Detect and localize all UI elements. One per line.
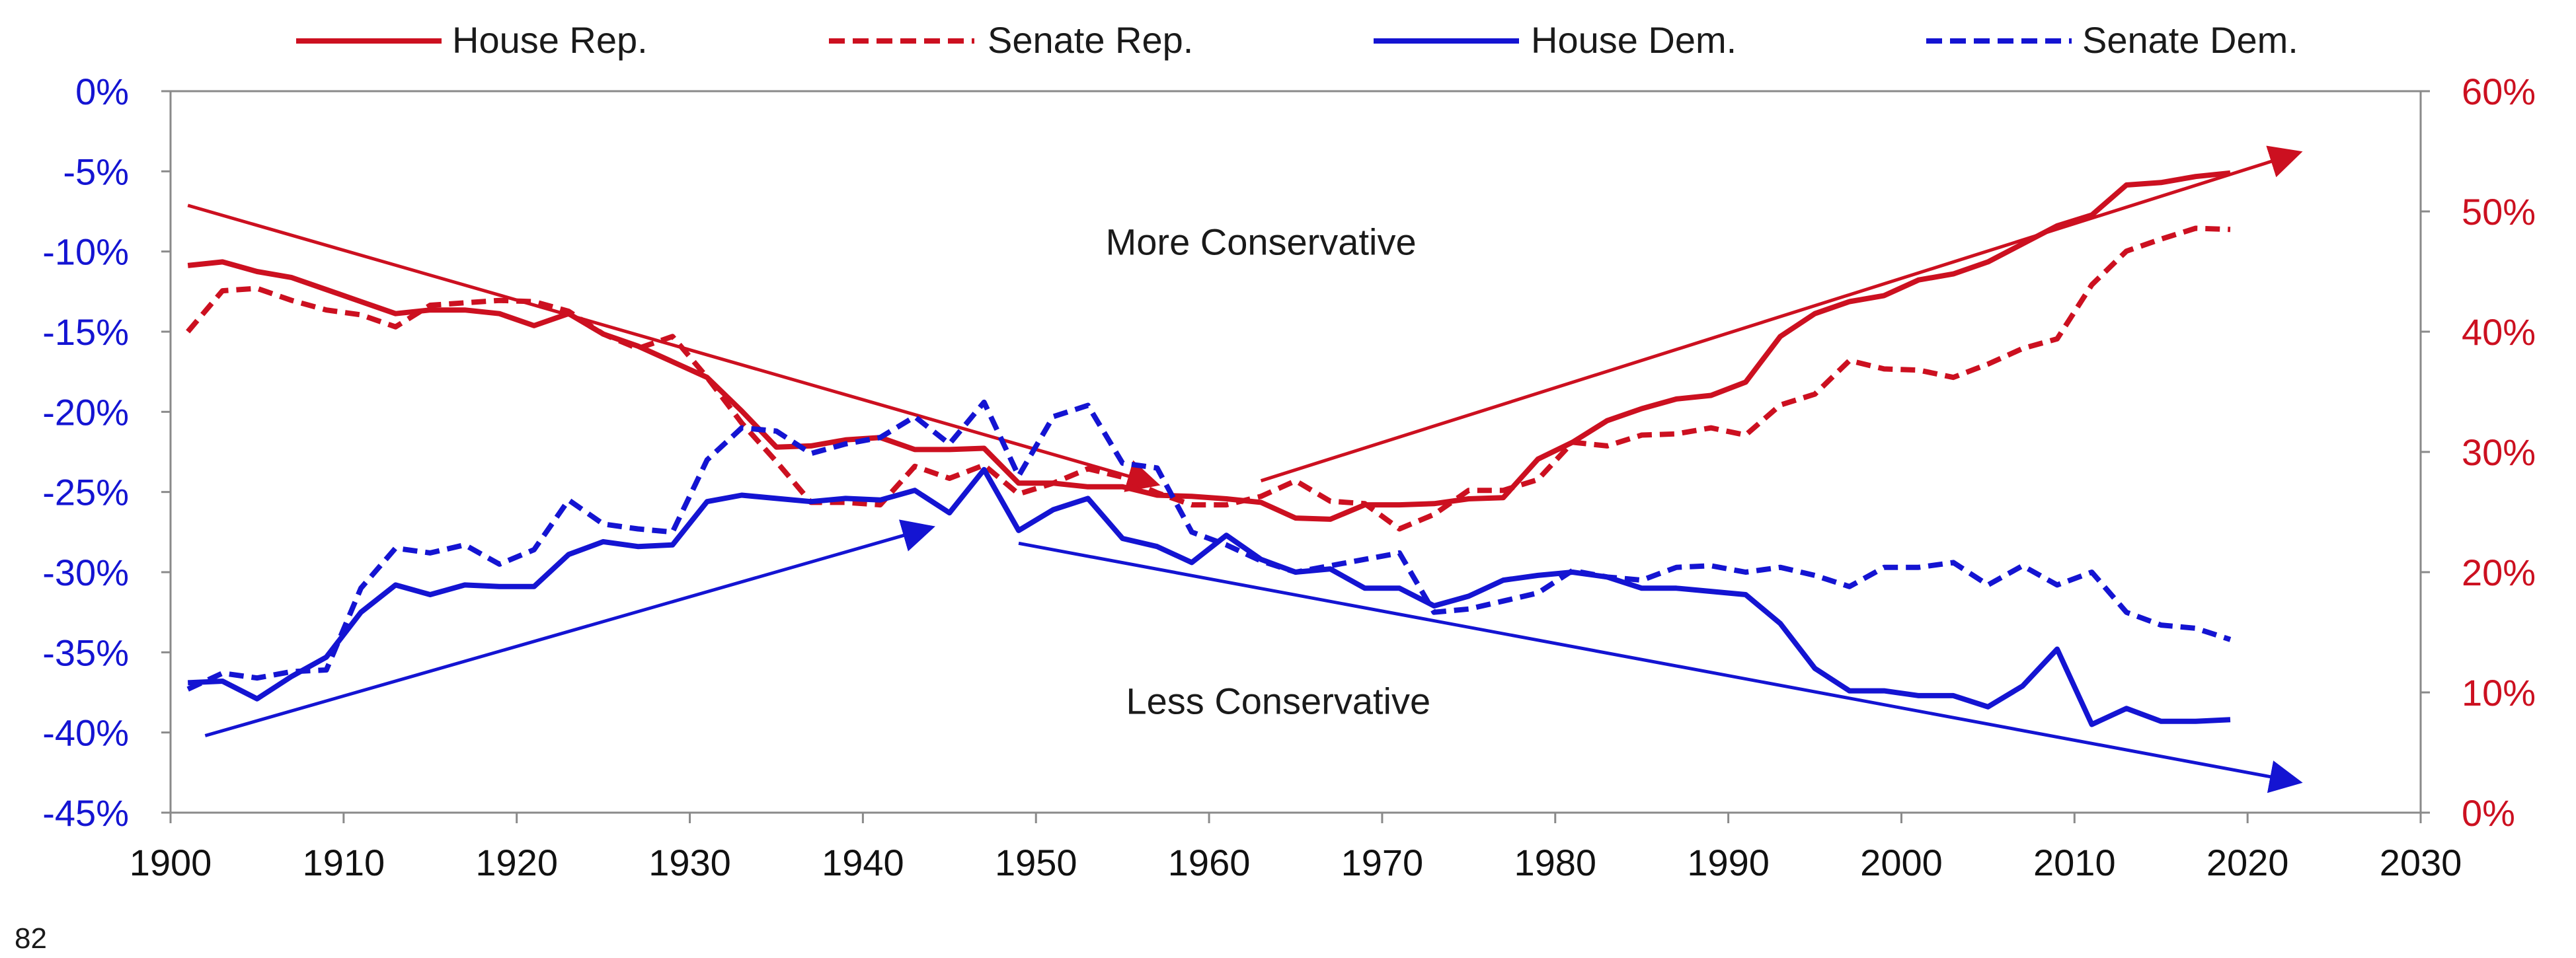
series-line-house-dem — [188, 466, 2231, 727]
right-tick-label: 30% — [2462, 431, 2536, 473]
left-tick-label: -25% — [42, 472, 129, 513]
x-tick-label: 1920 — [475, 842, 558, 883]
legend-label-house-dem: House Dem. — [1531, 19, 1737, 61]
trend-arrow-2 — [1260, 145, 2303, 483]
annotation-more-conservative: More Conservative — [1106, 221, 1417, 263]
series-line-senate-dem — [186, 399, 2232, 692]
right-tick-label: 60% — [2462, 71, 2536, 112]
legend: House Rep. Senate Rep. House Dem. Senate… — [296, 19, 2298, 61]
legend-entry-house-dem: House Dem. — [1374, 19, 1737, 61]
right-axis-ticks: 0% 10% 20% 30% 40% 50% 60% — [2421, 71, 2536, 834]
x-tick-label: 1910 — [303, 842, 385, 883]
legend-label-house-rep: House Rep. — [452, 19, 648, 61]
x-tick-label: 1950 — [995, 842, 1077, 883]
legend-label-senate-dem: Senate Dem. — [2082, 19, 2298, 61]
left-tick-label: -45% — [42, 792, 129, 834]
trend-arrows — [187, 145, 2303, 793]
left-tick-label: -35% — [42, 632, 129, 673]
trend-arrow-3 — [204, 519, 935, 737]
legend-label-senate-rep: Senate Rep. — [988, 19, 1193, 61]
right-tick-label: 20% — [2462, 552, 2536, 593]
x-tick-label: 2020 — [2206, 842, 2289, 883]
x-tick-label: 1960 — [1168, 842, 1251, 883]
series-line-house-rep — [187, 170, 2231, 522]
x-tick-label: 1970 — [1341, 842, 1424, 883]
x-tick-label: 2030 — [2380, 842, 2462, 883]
right-tick-label: 0% — [2462, 792, 2515, 834]
x-tick-label: 1930 — [648, 842, 731, 883]
left-tick-label: 0% — [75, 71, 129, 112]
series-lines — [186, 170, 2232, 727]
x-tick-label: 1940 — [822, 842, 904, 883]
x-tick-label: 1990 — [1687, 842, 1770, 883]
x-tick-label: 1980 — [1514, 842, 1596, 883]
trend-arrow-1 — [187, 203, 1161, 492]
legend-entry-senate-rep: Senate Rep. — [829, 19, 1193, 61]
left-tick-label: -30% — [42, 552, 129, 593]
series-line-senate-rep — [186, 225, 2231, 532]
legend-entry-house-rep: House Rep. — [296, 19, 648, 61]
annotations: More Conservative Less Conservative — [1106, 221, 1431, 722]
x-tick-label: 1900 — [130, 842, 212, 883]
right-tick-label: 50% — [2462, 191, 2536, 233]
x-tick-label: 2010 — [2033, 842, 2116, 883]
left-tick-label: -5% — [63, 151, 129, 192]
left-tick-label: -40% — [42, 712, 129, 754]
left-axis-ticks: 0% -5% -10% -15% -20% -25% -30% -35% -40% -45% — [42, 71, 171, 834]
legend-entry-senate-dem: Senate Dem. — [1926, 19, 2298, 61]
page-number: 82 — [15, 922, 47, 955]
left-tick-label: -15% — [42, 311, 129, 353]
left-tick-label: -10% — [42, 231, 129, 273]
left-tick-label: -20% — [42, 391, 129, 433]
right-tick-label: 10% — [2462, 672, 2536, 714]
right-tick-label: 40% — [2462, 311, 2536, 353]
x-axis-ticks: 1900 1910 1920 1930 1940 1950 1960 1970 1980 1990… — [130, 813, 2462, 883]
annotation-less-conservative: Less Conservative — [1126, 681, 1430, 722]
trend-arrow-4 — [1018, 541, 2303, 793]
x-tick-label: 2000 — [1860, 842, 1943, 883]
